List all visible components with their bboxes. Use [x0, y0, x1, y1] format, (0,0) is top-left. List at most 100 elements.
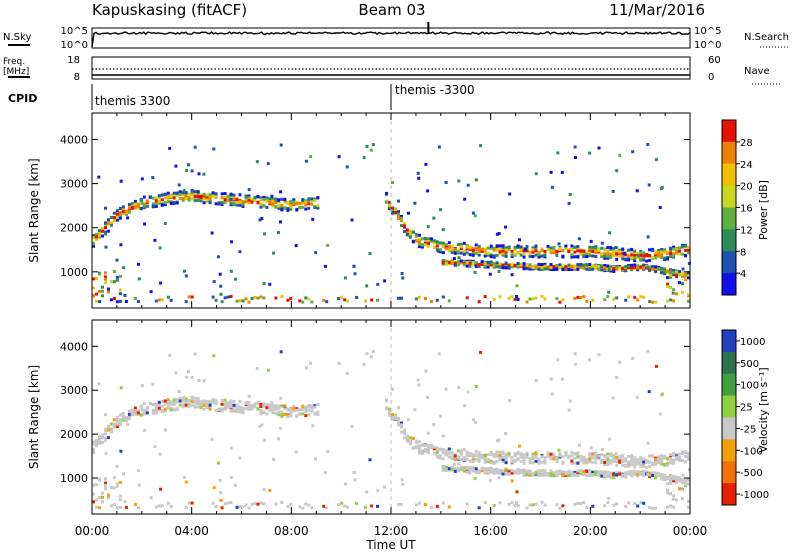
vel-cell — [606, 463, 610, 466]
power-cell — [549, 266, 553, 270]
power-cell — [588, 267, 592, 271]
power-cell — [681, 291, 684, 294]
power-cell — [507, 247, 511, 251]
power-cell — [122, 266, 126, 270]
power-cell — [274, 201, 278, 205]
vel-cell — [256, 407, 260, 411]
vel-cell — [582, 458, 586, 462]
vel-cell — [568, 399, 572, 403]
vel-cell — [154, 411, 158, 415]
power-cell — [423, 241, 427, 245]
vel-cell — [594, 454, 598, 458]
vel-cell — [223, 398, 227, 402]
power-cell — [139, 207, 143, 211]
vel-cell — [600, 448, 604, 451]
power-cell — [142, 206, 146, 210]
power-cell — [557, 242, 561, 246]
vel-cell — [501, 458, 505, 462]
power-cell — [295, 200, 299, 204]
power-cell — [175, 194, 179, 198]
power-cell — [486, 265, 490, 269]
vel-cell — [424, 369, 428, 373]
power-cell — [417, 240, 421, 244]
vel-cell — [678, 452, 681, 456]
power-cell — [591, 246, 595, 250]
vel-cell — [253, 501, 257, 505]
power-cell — [241, 203, 245, 207]
vel-cell — [618, 458, 622, 462]
power-cell — [437, 145, 441, 149]
vel-cell — [528, 469, 532, 473]
vel-cell — [238, 407, 242, 411]
power-cell — [322, 298, 326, 302]
vel-cell — [531, 503, 535, 507]
vel-cell — [238, 456, 242, 460]
vel-cell — [498, 471, 502, 475]
vel-cell — [271, 404, 275, 408]
power-cell — [561, 267, 565, 271]
power-cell — [642, 295, 646, 299]
power-cell — [630, 256, 634, 260]
vel-cell — [450, 451, 454, 455]
power-cell — [666, 282, 670, 286]
vel-cell — [133, 406, 137, 410]
vel-cell — [473, 477, 477, 481]
power-cell — [112, 216, 116, 219]
power-cell — [549, 251, 553, 255]
vel-cell — [286, 408, 290, 412]
vel-cell — [672, 475, 676, 479]
power-cell — [663, 267, 667, 271]
vel-cell — [187, 405, 191, 409]
power-cell — [519, 263, 523, 267]
vel-cell — [672, 477, 676, 481]
power-cell — [137, 277, 141, 281]
vel-cell — [603, 463, 607, 467]
power-cell — [504, 250, 508, 254]
vel-cell — [172, 398, 176, 402]
vel-cell — [196, 405, 200, 409]
power-cell — [633, 256, 637, 260]
power-cell — [666, 276, 670, 280]
power-cell — [585, 263, 589, 267]
vel-cell — [477, 471, 481, 475]
power-cell — [307, 297, 311, 301]
vel-cell — [492, 503, 496, 507]
power-cell — [187, 163, 191, 167]
power-cell — [459, 245, 463, 249]
power-cell — [112, 280, 116, 284]
power-cell — [234, 277, 237, 281]
power-cell — [588, 251, 592, 255]
power-cell — [190, 197, 194, 201]
power-cell — [612, 267, 616, 271]
power-cell — [118, 274, 122, 278]
vel-cell — [672, 451, 676, 455]
vel-cell — [145, 406, 149, 410]
cpid-label: CPID — [8, 92, 37, 105]
power-cell — [588, 264, 592, 268]
vel-cell — [270, 401, 274, 405]
power-cell — [130, 206, 134, 210]
power-cell — [432, 216, 436, 220]
vel-cell — [268, 405, 272, 409]
power-cell — [385, 191, 388, 195]
vel-cell — [118, 423, 122, 427]
vel-cell — [115, 464, 119, 468]
power-cell — [438, 241, 442, 245]
power-cell — [576, 255, 580, 259]
power-cell — [612, 247, 616, 251]
power-cell — [504, 261, 508, 265]
power-cell — [447, 260, 451, 264]
power-cell — [177, 183, 181, 187]
vel-cell — [633, 455, 637, 459]
vel-cell — [516, 471, 520, 475]
vel-cell — [142, 411, 146, 414]
vel-cell — [474, 467, 478, 471]
power-cell — [660, 250, 664, 254]
vel-cell — [279, 396, 283, 400]
y-tick-label: 4000 — [60, 340, 88, 353]
vel-cell — [573, 461, 577, 465]
vel-cell — [391, 416, 394, 419]
power-cell — [187, 295, 191, 299]
power-cell — [492, 246, 496, 250]
power-cell — [92, 294, 95, 298]
